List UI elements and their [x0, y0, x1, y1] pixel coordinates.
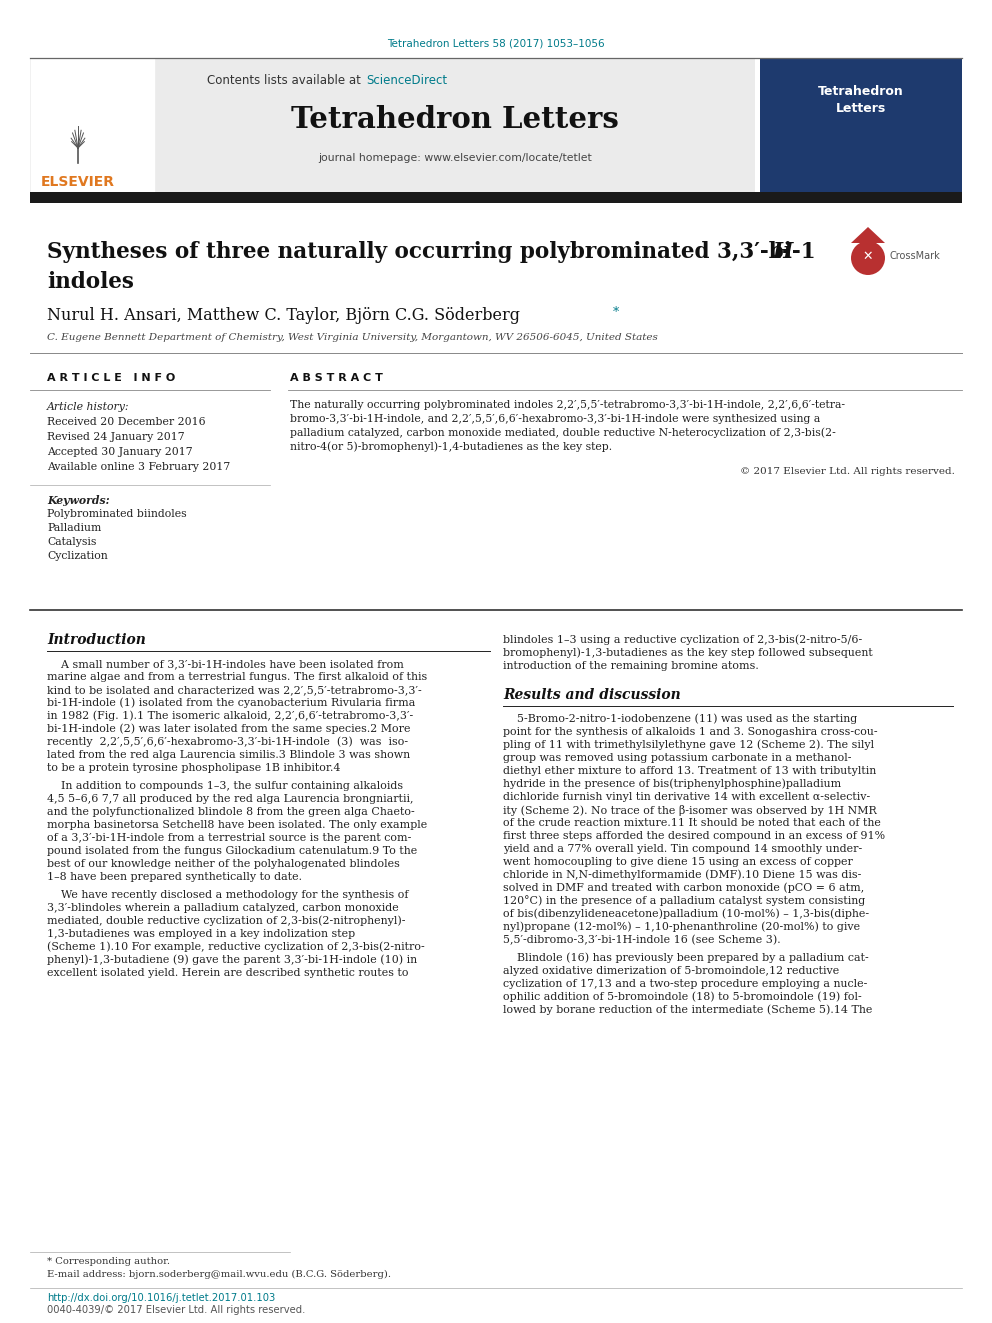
Text: Palladium: Palladium	[47, 523, 101, 533]
Text: pound isolated from the fungus Gilockadium catenulatum.9 To the: pound isolated from the fungus Gilockadi…	[47, 845, 418, 856]
Text: first three steps afforded the desired compound in an excess of 91%: first three steps afforded the desired c…	[503, 831, 885, 841]
Text: group was removed using potassium carbonate in a methanol-: group was removed using potassium carbon…	[503, 753, 851, 763]
Text: phenyl)-1,3-butadiene (9) gave the parent 3,3′-bi-1H-indole (10) in: phenyl)-1,3-butadiene (9) gave the paren…	[47, 955, 417, 966]
Text: 4,5 5–6,6 7,7 all produced by the red alga Laurencia brongniartii,: 4,5 5–6,6 7,7 all produced by the red al…	[47, 794, 414, 804]
Text: went homocoupling to give diene 15 using an excess of copper: went homocoupling to give diene 15 using…	[503, 857, 853, 867]
Text: cyclization of 17,13 and a two-step procedure employing a nucle-: cyclization of 17,13 and a two-step proc…	[503, 979, 867, 990]
Text: to be a protein tyrosine phospholipase 1B inhibitor.4: to be a protein tyrosine phospholipase 1…	[47, 763, 340, 773]
Text: Article history:: Article history:	[47, 402, 130, 411]
Bar	[155, 58, 755, 192]
Text: H: H	[772, 241, 793, 263]
Circle shape	[851, 241, 885, 275]
Text: recently  2,2′,5,5′,6,6′-hexabromo-3,3′-bi-1H-indole  (3)  was  iso-: recently 2,2′,5,5′,6,6′-hexabromo-3,3′-b…	[47, 737, 408, 747]
Text: C. Eugene Bennett Department of Chemistry, West Virginia University, Morgantown,: C. Eugene Bennett Department of Chemistr…	[47, 333, 658, 343]
Text: http://dx.doi.org/10.1016/j.tetlet.2017.01.103: http://dx.doi.org/10.1016/j.tetlet.2017.…	[47, 1293, 275, 1303]
Text: bi-1H-indole (1) isolated from the cyanobacterium Rivularia firma: bi-1H-indole (1) isolated from the cyano…	[47, 697, 416, 708]
Text: indoles: indoles	[47, 271, 134, 292]
Text: and the polyfunctionalized blindole 8 from the green alga Chaeto-: and the polyfunctionalized blindole 8 fr…	[47, 807, 415, 818]
Text: *: *	[613, 307, 619, 319]
Text: ELSEVIER: ELSEVIER	[41, 175, 115, 189]
Text: introduction of the remaining bromine atoms.: introduction of the remaining bromine at…	[503, 662, 759, 671]
Text: Keywords:: Keywords:	[47, 495, 110, 505]
Text: nyl)propane (12-mol%) – 1,10-phenanthroline (20-mol%) to give: nyl)propane (12-mol%) – 1,10-phenanthrol…	[503, 922, 860, 933]
Text: bromo-3,3′-bi-1H-indole, and 2,2′,5,5′,6,6′-hexabromo-3,3′-bi-1H-indole were syn: bromo-3,3′-bi-1H-indole, and 2,2′,5,5′,6…	[290, 414, 820, 423]
Text: best of our knowledge neither of the polyhalogenated blindoles: best of our knowledge neither of the pol…	[47, 859, 400, 869]
Text: 5,5′-dibromo-3,3′-bi-1H-indole 16 (see Scheme 3).: 5,5′-dibromo-3,3′-bi-1H-indole 16 (see S…	[503, 935, 781, 945]
Bar	[30, 58, 155, 192]
Text: ophilic addition of 5-bromoindole (18) to 5-bromoindole (19) fol-: ophilic addition of 5-bromoindole (18) t…	[503, 992, 862, 1003]
Text: yield and a 77% overall yield. Tin compound 14 smoothly under-: yield and a 77% overall yield. Tin compo…	[503, 844, 862, 855]
Text: Tetrahedron Letters 58 (2017) 1053–1056: Tetrahedron Letters 58 (2017) 1053–1056	[387, 38, 605, 49]
Text: point for the synthesis of alkaloids 1 and 3. Sonogashira cross-cou-: point for the synthesis of alkaloids 1 a…	[503, 728, 878, 737]
Text: in 1982 (Fig. 1).1 The isomeric alkaloid, 2,2′,6,6′-tetrabromo-3,3′-: in 1982 (Fig. 1).1 The isomeric alkaloid…	[47, 710, 414, 721]
Text: ity (Scheme 2). No trace of the β-isomer was observed by 1H NMR: ity (Scheme 2). No trace of the β-isomer…	[503, 804, 877, 815]
Text: pling of 11 with trimethylsilylethyne gave 12 (Scheme 2). The silyl: pling of 11 with trimethylsilylethyne ga…	[503, 740, 874, 750]
Text: © 2017 Elsevier Ltd. All rights reserved.: © 2017 Elsevier Ltd. All rights reserved…	[740, 467, 955, 475]
Bar	[760, 58, 962, 192]
Text: Available online 3 February 2017: Available online 3 February 2017	[47, 462, 230, 472]
Polygon shape	[851, 228, 885, 243]
Text: Cyclization: Cyclization	[47, 550, 108, 561]
Text: lowed by borane reduction of the intermediate (Scheme 5).14 The: lowed by borane reduction of the interme…	[503, 1004, 872, 1015]
Text: palladium catalyzed, carbon monoxide mediated, double reductive N-heterocyclizat: palladium catalyzed, carbon monoxide med…	[290, 427, 835, 438]
Text: -: -	[782, 241, 791, 263]
Text: of a 3,3′-bi-1H-indole from a terrestrial source is the parent com-: of a 3,3′-bi-1H-indole from a terrestria…	[47, 833, 412, 843]
Text: 1–8 have been prepared synthetically to date.: 1–8 have been prepared synthetically to …	[47, 872, 302, 882]
Text: A small number of 3,3′-bi-1H-indoles have been isolated from: A small number of 3,3′-bi-1H-indoles hav…	[47, 659, 404, 669]
Text: Received 20 December 2016: Received 20 December 2016	[47, 417, 205, 427]
Text: Syntheses of three naturally occurring polybrominated 3,3′-bi-1: Syntheses of three naturally occurring p…	[47, 241, 815, 263]
Text: chloride in N,N-dimethylformamide (DMF).10 Diene 15 was dis-: chloride in N,N-dimethylformamide (DMF).…	[503, 869, 861, 880]
Text: bi-1H-indole (2) was later isolated from the same species.2 More: bi-1H-indole (2) was later isolated from…	[47, 724, 411, 734]
Text: marine algae and from a terrestrial fungus. The first alkaloid of this: marine algae and from a terrestrial fung…	[47, 672, 428, 681]
Text: We have recently disclosed a methodology for the synthesis of: We have recently disclosed a methodology…	[47, 890, 409, 900]
Text: 1,3-butadienes was employed in a key indolization step: 1,3-butadienes was employed in a key ind…	[47, 929, 355, 939]
Text: journal homepage: www.elsevier.com/locate/tetlet: journal homepage: www.elsevier.com/locat…	[318, 153, 592, 163]
Text: excellent isolated yield. Herein are described synthetic routes to: excellent isolated yield. Herein are des…	[47, 968, 409, 978]
Text: In addition to compounds 1–3, the sulfur containing alkaloids: In addition to compounds 1–3, the sulfur…	[47, 781, 403, 791]
Text: blindoles 1–3 using a reductive cyclization of 2,3-bis(2-nitro-5/6-: blindoles 1–3 using a reductive cyclizat…	[503, 635, 862, 646]
Text: Revised 24 January 2017: Revised 24 January 2017	[47, 433, 185, 442]
Text: hydride in the presence of bis(triphenylphosphine)palladium: hydride in the presence of bis(triphenyl…	[503, 779, 841, 790]
Bar	[30, 192, 962, 202]
Text: Accepted 30 January 2017: Accepted 30 January 2017	[47, 447, 192, 456]
Text: CrossMark: CrossMark	[890, 251, 940, 261]
Text: Polybrominated biindoles: Polybrominated biindoles	[47, 509, 186, 519]
Text: ✕: ✕	[863, 250, 873, 262]
Text: morpha basinetorsa Setchell8 have been isolated. The only example: morpha basinetorsa Setchell8 have been i…	[47, 820, 428, 830]
Text: The naturally occurring polybrominated indoles 2,2′,5,5′-tetrabromo-3,3′-bi-1H-i: The naturally occurring polybrominated i…	[290, 400, 845, 410]
Text: of the crude reaction mixture.11 It should be noted that each of the: of the crude reaction mixture.11 It shou…	[503, 818, 881, 828]
Text: Catalysis: Catalysis	[47, 537, 96, 546]
Text: Introduction: Introduction	[47, 632, 146, 647]
Text: Nurul H. Ansari, Matthew C. Taylor, Björn C.G. Söderberg: Nurul H. Ansari, Matthew C. Taylor, Björ…	[47, 307, 520, 324]
Text: Contents lists available at: Contents lists available at	[207, 74, 365, 86]
Text: Tetrahedron
Letters: Tetrahedron Letters	[818, 85, 904, 115]
Text: Blindole (16) has previously been prepared by a palladium cat-: Blindole (16) has previously been prepar…	[503, 953, 869, 963]
Text: lated from the red alga Laurencia similis.3 Blindole 3 was shown: lated from the red alga Laurencia simili…	[47, 750, 410, 759]
Text: E-mail address: bjorn.soderberg@mail.wvu.edu (B.C.G. Söderberg).: E-mail address: bjorn.soderberg@mail.wvu…	[47, 1270, 391, 1278]
Text: 120°C) in the presence of a palladium catalyst system consisting: 120°C) in the presence of a palladium ca…	[503, 896, 865, 906]
Text: kind to be isolated and characterized was 2,2′,5,5′-tetrabromo-3,3′-: kind to be isolated and characterized wa…	[47, 685, 422, 695]
Text: A B S T R A C T: A B S T R A C T	[290, 373, 383, 382]
Text: ScienceDirect: ScienceDirect	[366, 74, 447, 86]
Text: dichloride furnish vinyl tin derivative 14 with excellent α-selectiv-: dichloride furnish vinyl tin derivative …	[503, 792, 870, 802]
Text: 5-Bromo-2-nitro-1-iodobenzene (11) was used as the starting: 5-Bromo-2-nitro-1-iodobenzene (11) was u…	[503, 713, 857, 724]
Text: Results and discussion: Results and discussion	[503, 688, 681, 703]
Text: of bis(dibenzylideneacetone)palladium (10-mol%) – 1,3-bis(diphe-: of bis(dibenzylideneacetone)palladium (1…	[503, 909, 869, 919]
Text: Tetrahedron Letters: Tetrahedron Letters	[291, 106, 619, 135]
Text: nitro-4(or 5)-bromophenyl)-1,4-butadienes as the key step.: nitro-4(or 5)-bromophenyl)-1,4-butadiene…	[290, 442, 612, 452]
Text: bromophenyl)-1,3-butadienes as the key step followed subsequent: bromophenyl)-1,3-butadienes as the key s…	[503, 648, 873, 659]
Text: 0040-4039/© 2017 Elsevier Ltd. All rights reserved.: 0040-4039/© 2017 Elsevier Ltd. All right…	[47, 1304, 306, 1315]
Text: 3,3′-blindoles wherein a palladium catalyzed, carbon monoxide: 3,3′-blindoles wherein a palladium catal…	[47, 904, 399, 913]
Text: * Corresponding author.: * Corresponding author.	[47, 1257, 170, 1266]
Text: solved in DMF and treated with carbon monoxide (pCO = 6 atm,: solved in DMF and treated with carbon mo…	[503, 882, 864, 893]
Text: A R T I C L E   I N F O: A R T I C L E I N F O	[47, 373, 176, 382]
Text: mediated, double reductive cyclization of 2,3-bis(2-nitrophenyl)-: mediated, double reductive cyclization o…	[47, 916, 406, 926]
Text: diethyl ether mixture to afford 13. Treatment of 13 with tributyltin: diethyl ether mixture to afford 13. Trea…	[503, 766, 876, 777]
Text: alyzed oxidative dimerization of 5-bromoindole,12 reductive: alyzed oxidative dimerization of 5-bromo…	[503, 966, 839, 976]
Text: (Scheme 1).10 For example, reductive cyclization of 2,3-bis(2-nitro-: (Scheme 1).10 For example, reductive cyc…	[47, 942, 425, 953]
